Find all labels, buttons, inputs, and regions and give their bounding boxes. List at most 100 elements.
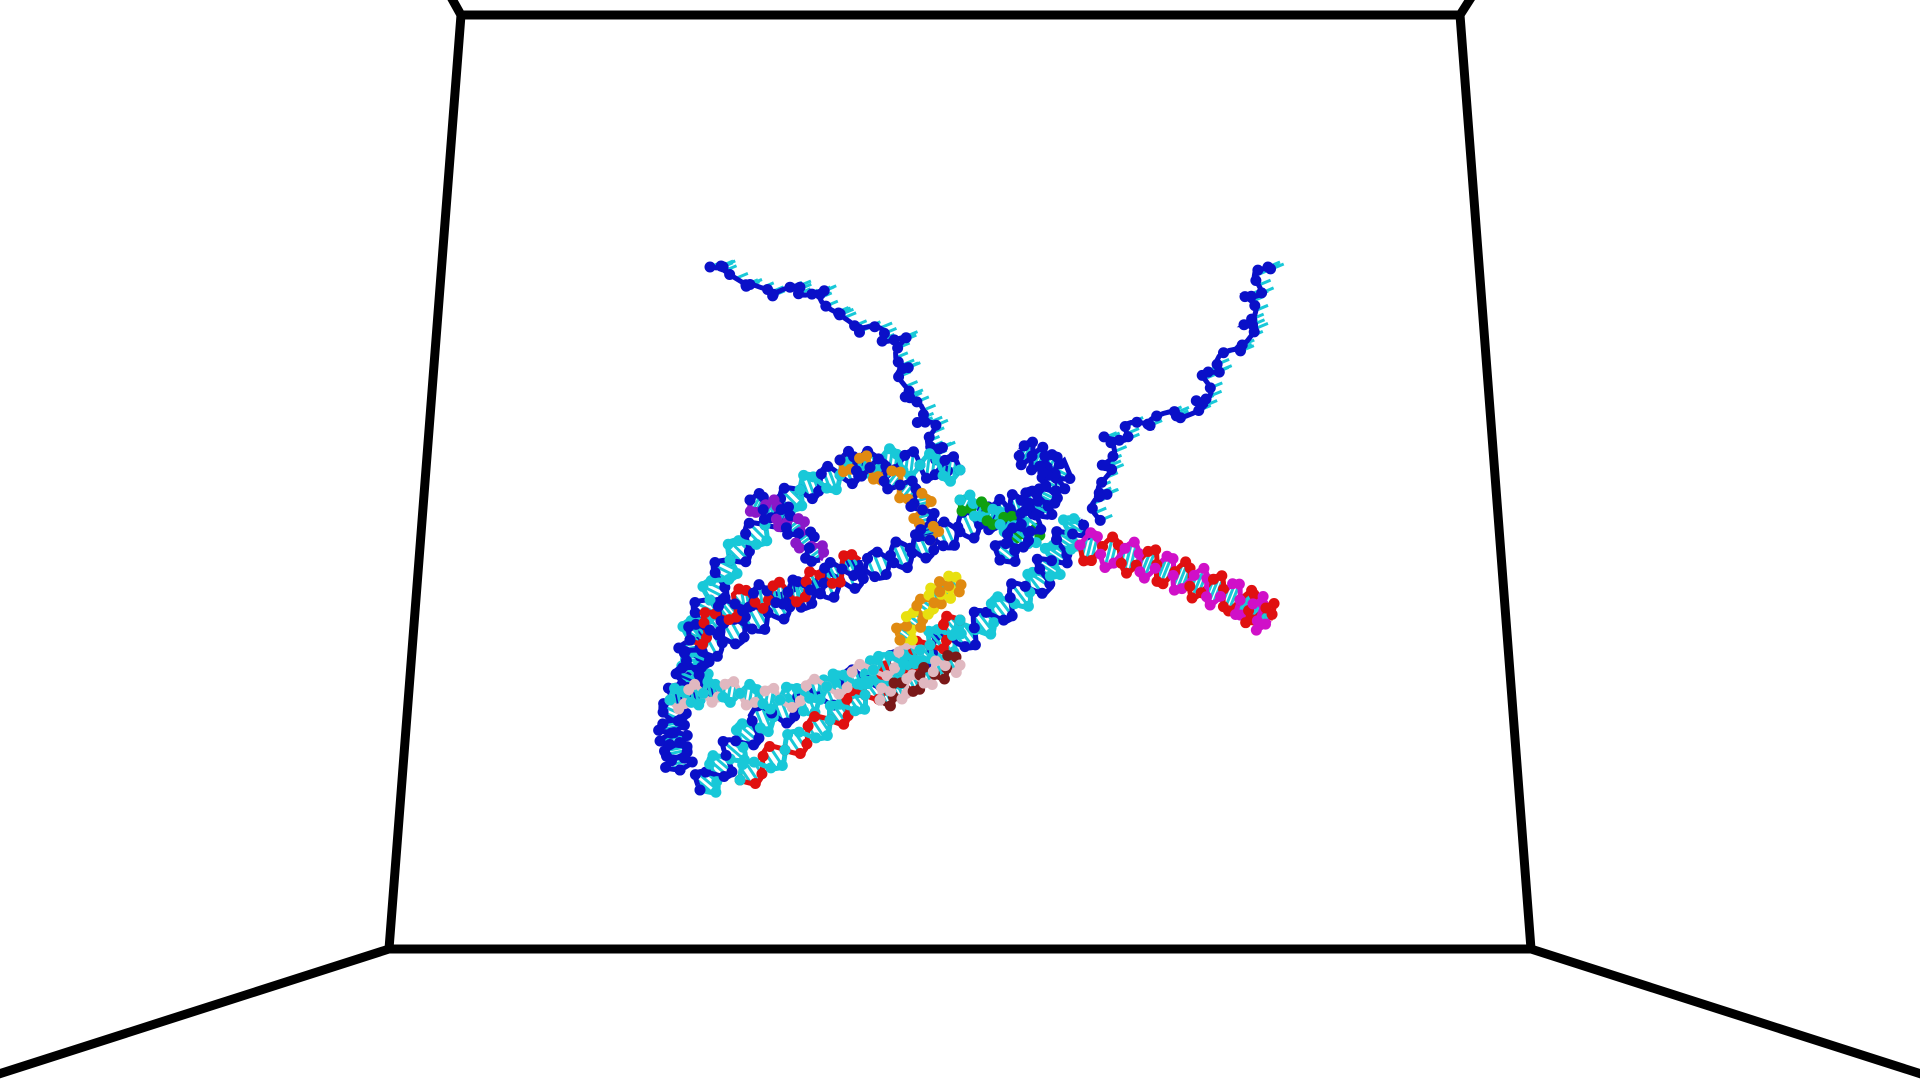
- nucleotide-bead: [809, 711, 821, 723]
- backbone-strand: [709, 262, 953, 475]
- nucleotide-bead: [1006, 489, 1018, 501]
- nucleotide-bead: [920, 552, 932, 564]
- nucleotide-bead: [814, 693, 826, 705]
- nucleotide-bead: [906, 634, 918, 646]
- nucleotide-bead: [731, 568, 743, 580]
- nucleotide-bead: [689, 769, 701, 781]
- nucleotide-bead: [1018, 440, 1030, 452]
- nucleotide-bead: [768, 682, 780, 694]
- nucleotide-bead: [1040, 480, 1052, 492]
- nucleotide-bead: [773, 576, 785, 588]
- nucleotide-bead: [899, 449, 911, 461]
- nucleotide-bead: [893, 371, 905, 383]
- nucleotide-bead: [1059, 483, 1071, 495]
- nucleotide-bead: [743, 517, 755, 529]
- nucleotide-bead: [924, 639, 936, 651]
- nucleotide-bead: [1268, 598, 1280, 610]
- nucleotide-bead: [1035, 523, 1047, 535]
- nucleotide-bead: [917, 504, 928, 516]
- nucleotide-bead: [1096, 476, 1108, 488]
- nucleotide-bead: [808, 673, 820, 685]
- nucleotide-bead: [933, 576, 945, 588]
- nucleotide-bead: [657, 706, 669, 718]
- box-edge-bottom-right: [1526, 944, 1920, 1079]
- nucleotide-bead: [778, 482, 790, 494]
- nucleotide-bead: [1046, 509, 1058, 521]
- nucleotide-bead: [709, 678, 721, 690]
- nucleotide-bead: [782, 586, 794, 598]
- nucleotide-bead: [1168, 406, 1180, 418]
- base-pair: [975, 609, 995, 634]
- nucleotide-bead: [886, 465, 898, 477]
- nucleotide-bead: [1150, 544, 1162, 556]
- nucleotide-bead: [1091, 531, 1103, 543]
- nucleotide-bead: [794, 484, 806, 496]
- nucleotide-bead: [855, 470, 867, 482]
- nucleotide-bead: [784, 281, 796, 293]
- nucleotide-bead: [707, 750, 719, 762]
- nucleotide-bead: [664, 694, 676, 706]
- nucleotide-bead: [703, 656, 715, 668]
- nucleotide-bead: [1119, 421, 1131, 433]
- nucleotide-bead: [1006, 510, 1018, 522]
- nucleotide-bead: [808, 531, 820, 543]
- nucleotide-bead: [764, 741, 776, 753]
- nucleotide-bead: [709, 567, 721, 579]
- dna-gyre-yellow: [891, 570, 967, 646]
- nucleotide-bead: [1107, 450, 1119, 462]
- nucleotide-bead: [761, 535, 773, 547]
- nucleotide-bead: [730, 735, 742, 747]
- nucleotide-bead: [969, 639, 981, 651]
- nucleotide-bead: [798, 469, 810, 481]
- nucleotide-bead: [824, 556, 836, 568]
- nucleotide-bead: [834, 576, 846, 588]
- nucleotide-bead: [711, 650, 723, 662]
- nucleotide-bead: [1024, 525, 1036, 537]
- nucleotide-bead: [1188, 569, 1200, 581]
- box-back-face: [384, 10, 1536, 954]
- nucleotide-bead: [679, 645, 691, 657]
- nucleotide-bead: [796, 500, 808, 512]
- nucleotide-bead: [719, 678, 731, 690]
- nucleotide-bead: [821, 482, 833, 494]
- nucleotide-bead: [818, 546, 830, 558]
- dna-molecule[interactable]: [653, 259, 1285, 798]
- nucleotide-bead: [765, 762, 777, 774]
- nucleotide-bead: [1249, 300, 1261, 312]
- base-pair: [1122, 541, 1134, 573]
- nucleotide-bead: [729, 598, 741, 610]
- nucleotide-bead: [968, 606, 980, 618]
- nucleotide-bead: [804, 584, 816, 596]
- nucleotide-bead: [1064, 473, 1076, 485]
- nucleotide-bead: [1133, 548, 1145, 560]
- dna-gyre-pink: [664, 638, 926, 715]
- nucleotide-bead: [898, 658, 910, 670]
- nucleotide-bead: [871, 546, 883, 558]
- nucleotide-bead: [814, 587, 826, 599]
- nucleotide-bead: [834, 309, 846, 321]
- nucleotide-bead: [1217, 347, 1229, 359]
- nucleotide-bead: [757, 602, 769, 614]
- nucleotide-bead: [899, 391, 911, 403]
- nucleotide-bead: [1030, 509, 1042, 521]
- nucleotide-bead: [915, 593, 927, 605]
- nucleotide-bead: [748, 756, 760, 768]
- nucleotide-bead: [942, 649, 954, 661]
- nucleotide-bead: [948, 451, 960, 463]
- nucleotide-bead: [680, 655, 692, 667]
- nucleotide-bead: [1036, 587, 1048, 599]
- nucleotide-bead: [822, 460, 834, 472]
- nucleotide-bead: [1031, 553, 1043, 565]
- nucleotide-bead: [756, 768, 768, 780]
- nucleotide-bead: [1207, 573, 1219, 585]
- nucleotide-bead: [934, 586, 946, 598]
- nucleotide-bead: [716, 637, 728, 649]
- nucleotide-bead: [925, 495, 937, 507]
- nucleotide-bead: [894, 479, 906, 491]
- nucleotide-bead: [665, 727, 677, 739]
- nucleotide-bead: [689, 596, 701, 608]
- nucleotide-bead: [876, 335, 888, 347]
- nucleotide-bead: [876, 682, 888, 694]
